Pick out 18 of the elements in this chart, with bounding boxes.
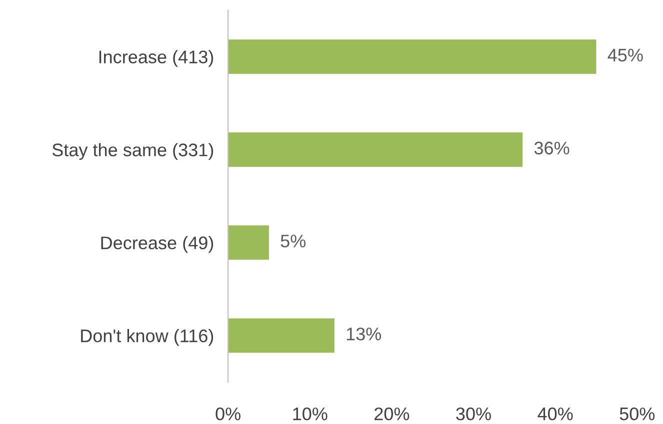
bar <box>228 318 334 353</box>
bar <box>228 132 523 167</box>
y-tick-label: Don't know (116) <box>81 329 214 346</box>
x-tick-label: 50% <box>620 408 655 420</box>
data-label: 13% <box>346 328 382 340</box>
x-tick-label: 10% <box>293 408 328 420</box>
y-tick-label: Increase (413) <box>99 50 214 67</box>
x-tick-label: 40% <box>538 408 573 420</box>
data-label: 5% <box>280 234 306 248</box>
x-tick-label: 0% <box>216 408 240 420</box>
data-label: 45% <box>608 48 643 62</box>
x-tick-label: 30% <box>456 408 491 420</box>
bar <box>228 39 596 74</box>
x-tick-label: 20% <box>374 408 410 420</box>
y-tick-label: Decrease (49) <box>101 236 214 253</box>
data-label: 36% <box>534 142 570 154</box>
bar <box>228 225 269 260</box>
y-tick-label: Stay the same (331) <box>52 143 214 160</box>
